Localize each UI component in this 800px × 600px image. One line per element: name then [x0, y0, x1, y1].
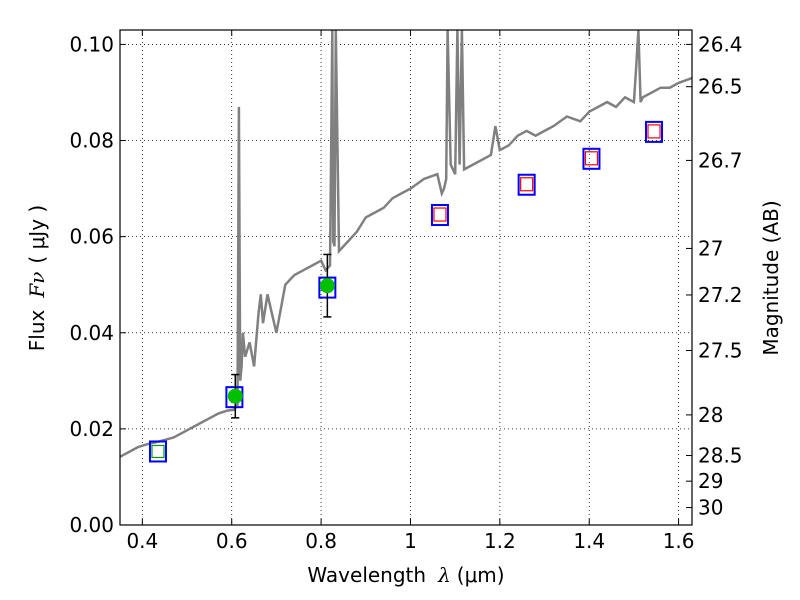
plot-area	[120, 30, 692, 463]
axis-ticks	[120, 30, 692, 526]
photometry-point	[227, 388, 243, 404]
x-tick-label: 0.6	[216, 529, 248, 553]
x-tick-label: 1.4	[573, 529, 605, 553]
x-tick-label: 1.6	[663, 529, 695, 553]
y-tick-label: 0.08	[69, 129, 114, 153]
blue-band-marker	[151, 444, 165, 459]
mag-tick-label: 29	[698, 469, 723, 493]
y-tick-label: 0.06	[69, 225, 114, 249]
model-box-marker	[148, 440, 167, 463]
x-tick-label: 0.8	[305, 529, 337, 553]
y-tick-label: 0.10	[69, 32, 114, 56]
grid	[120, 30, 692, 526]
y-tick-label: 0.04	[69, 321, 114, 345]
band-flux-marker	[433, 207, 447, 222]
data-points	[148, 120, 664, 463]
x-tick-label: 0.4	[126, 529, 158, 553]
band-flux-marker	[520, 177, 534, 192]
mag-tick-label: 27	[698, 236, 723, 260]
sed-model-line	[120, 30, 692, 458]
model-box-marker	[517, 173, 536, 196]
model-box-marker	[582, 147, 601, 170]
model-box-marker	[645, 120, 664, 143]
mag-tick-label: 28.5	[698, 444, 743, 468]
y2-axis-label: Magnitude (AB)	[759, 200, 783, 355]
x-tick-label: 1	[404, 529, 417, 553]
mag-tick-label: 26.4	[698, 32, 743, 56]
x-axis-label: Wavelength λ (μm)	[307, 563, 504, 587]
band-flux-marker	[647, 124, 661, 139]
mag-tick-label: 30	[698, 496, 723, 520]
photometry-point	[319, 278, 335, 294]
x-tick-label: 1.2	[484, 529, 516, 553]
band-flux-marker	[584, 151, 599, 166]
y-tick-label: 0.02	[69, 417, 114, 441]
mag-tick-label: 27.5	[698, 339, 743, 363]
mag-tick-label: 26.7	[698, 148, 743, 172]
tick-labels: 0.4 0.6 0.8 1 1.2 1.4 1.6 0.00 0.02 0.04 0.06 0.08 0…	[69, 32, 742, 553]
mag-tick-label: 26.5	[698, 75, 743, 99]
y-axis-label: FluxFν( μJy )	[25, 205, 49, 351]
mag-tick-label: 28	[698, 403, 723, 427]
mag-tick-label: 27.2	[698, 283, 743, 307]
plot-frame	[119, 29, 693, 526]
model-box-marker	[430, 204, 449, 227]
y-tick-label: 0.00	[69, 513, 114, 537]
